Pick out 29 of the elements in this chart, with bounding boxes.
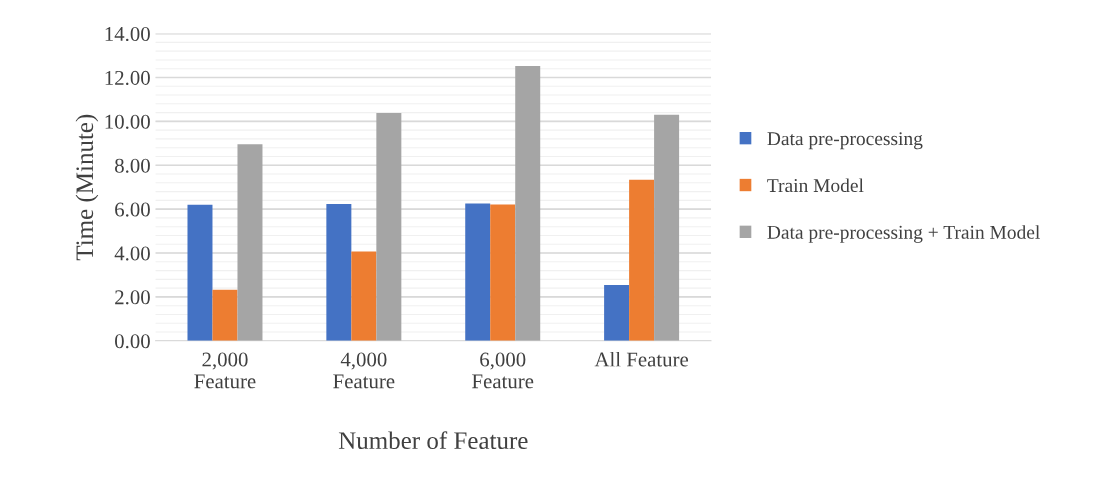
bar bbox=[351, 251, 377, 341]
y-tick-label: 12.00 bbox=[105, 70, 150, 86]
bar bbox=[187, 204, 213, 341]
y-tick-label: 0.00 bbox=[115, 334, 150, 349]
x-tick-label: 6,000 Feature bbox=[472, 352, 534, 389]
x-tick-label: 2,000 Feature bbox=[194, 352, 256, 389]
bar bbox=[376, 113, 402, 341]
bar bbox=[326, 203, 352, 341]
bar bbox=[654, 114, 680, 341]
legend-label: Data pre-processing + Train Model bbox=[767, 225, 1040, 243]
y-tick-label: 4.00 bbox=[114, 246, 150, 261]
bar bbox=[515, 66, 541, 341]
legend-label: Train Model bbox=[767, 178, 864, 193]
bar bbox=[212, 289, 238, 341]
x-axis-title: Number of Feature bbox=[338, 431, 528, 450]
y-tick-label: 6.00 bbox=[115, 202, 150, 217]
y-tick-label: 8.00 bbox=[115, 158, 150, 173]
legend-label: Data pre-processing bbox=[767, 132, 923, 150]
x-tick-label: 4,000 Feature bbox=[333, 352, 395, 389]
y-tick-label: 14.00 bbox=[105, 26, 150, 42]
bar bbox=[237, 144, 263, 341]
y-tick-label: 2.00 bbox=[115, 290, 150, 305]
y-axis-title: Time (Minute) bbox=[75, 114, 99, 261]
bar bbox=[604, 285, 630, 341]
x-tick-label: All Feature bbox=[594, 351, 689, 367]
y-tick-label: 10.00 bbox=[105, 114, 150, 129]
bar bbox=[490, 204, 516, 341]
bar bbox=[629, 179, 655, 341]
bar bbox=[465, 203, 491, 341]
